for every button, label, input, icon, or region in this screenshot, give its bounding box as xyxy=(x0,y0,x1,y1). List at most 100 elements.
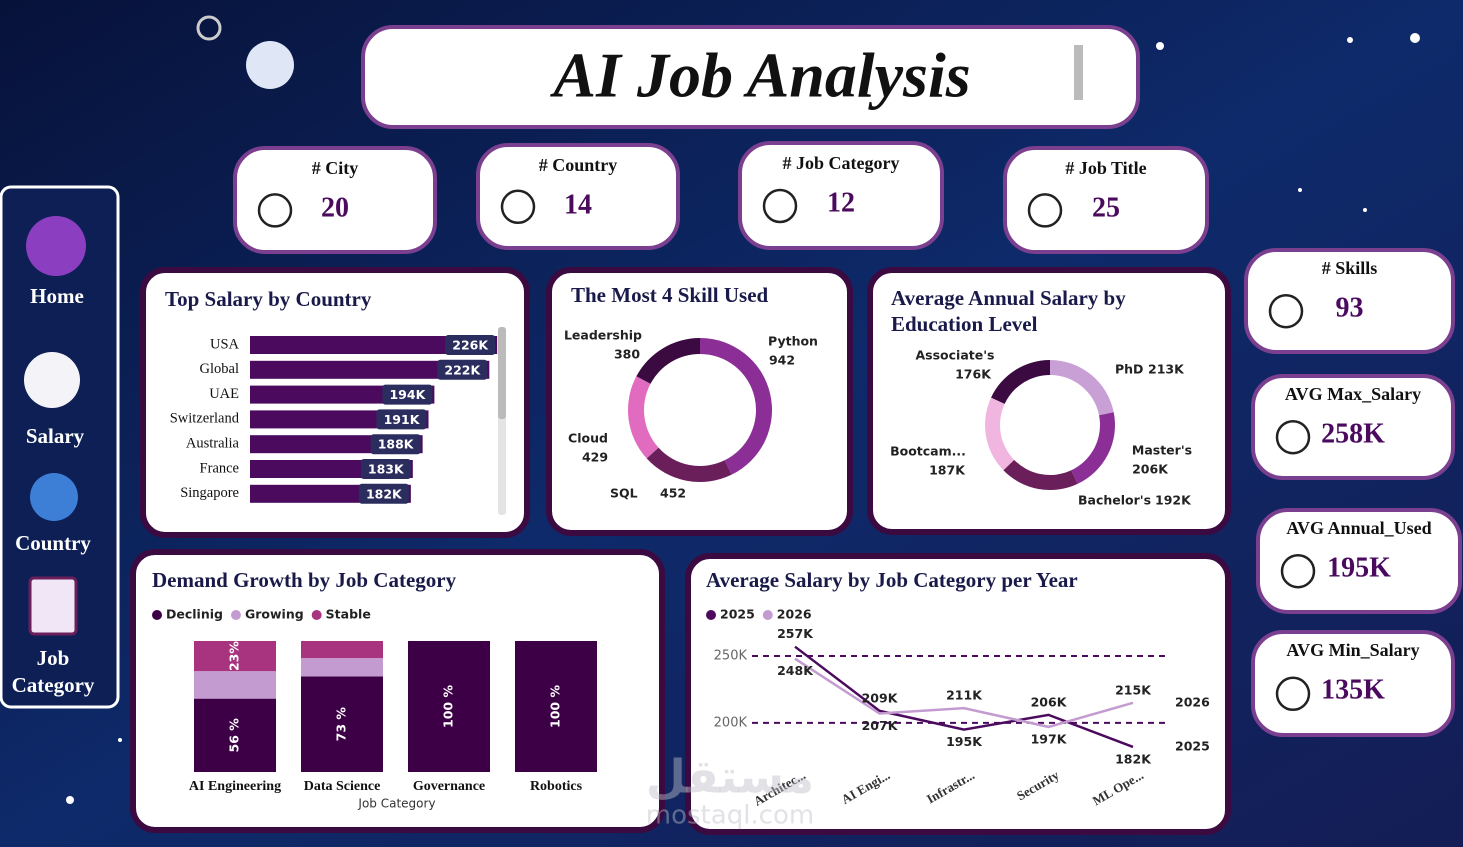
segment-value: 176K xyxy=(955,367,992,382)
donut-segment xyxy=(1003,459,1078,490)
kpi-card xyxy=(1244,248,1455,354)
bar xyxy=(250,336,498,354)
bar-segment xyxy=(194,698,276,772)
bar-segment xyxy=(194,641,276,672)
value-badge xyxy=(445,335,496,355)
donut-segment xyxy=(628,376,659,459)
nav-label[interactable]: Home xyxy=(30,284,84,308)
kpi-card xyxy=(1003,146,1209,254)
segment-value: 187K xyxy=(929,463,966,478)
legend-swatch xyxy=(762,610,773,620)
segment-label: Associate's xyxy=(916,348,995,363)
kpi-icon xyxy=(1027,193,1063,228)
data-label: 197K xyxy=(1031,731,1068,746)
value-label: 182K xyxy=(366,486,403,501)
segment-label: Master's xyxy=(1132,443,1192,458)
robot-icon xyxy=(246,41,294,89)
kpi-value: 93 xyxy=(1336,292,1364,323)
kpi-value: 14 xyxy=(564,189,592,220)
salary-icon[interactable] xyxy=(24,352,80,408)
kpi-label: AVG Annual_Used xyxy=(1286,518,1431,538)
bar-segment xyxy=(301,658,383,677)
kpi-value: 195K xyxy=(1327,552,1391,583)
segment-label: 56 % xyxy=(227,718,242,753)
donut-segment xyxy=(700,338,772,475)
category-label: Singapore xyxy=(180,485,239,501)
legend-label: Growing xyxy=(245,607,304,622)
country-icon[interactable] xyxy=(30,473,78,521)
panel-title: Average Salary by Job Category per Year xyxy=(706,568,1078,592)
data-label: 195K xyxy=(946,734,983,749)
scroll-thumb xyxy=(498,327,506,419)
legend-label: 2025 xyxy=(720,607,755,622)
x-tick-label: Data Science xyxy=(304,779,381,794)
watermark: mostaql.com xyxy=(646,801,814,831)
data-label: 215K xyxy=(1115,682,1152,697)
x-tick-label: Robotics xyxy=(530,779,583,794)
segment-label: 23% xyxy=(227,641,242,671)
watermark: مستقل xyxy=(646,750,814,804)
nav-label[interactable]: Job Category xyxy=(11,646,95,697)
legend-swatch xyxy=(706,610,716,620)
x-tick-label: Governance xyxy=(413,779,485,794)
panel-title: The Most 4 Skill Used xyxy=(571,283,769,307)
bar xyxy=(250,360,490,379)
home-icon[interactable] xyxy=(26,216,86,276)
job-icon[interactable] xyxy=(28,576,78,636)
value-badge xyxy=(437,359,488,380)
kpi-value: 135K xyxy=(1321,674,1385,705)
segment-label: Bootcam... xyxy=(890,444,966,459)
value-badge xyxy=(376,409,427,430)
kpi-value: 12 xyxy=(827,187,855,218)
legend-label: 2026 xyxy=(777,607,812,622)
kpi-label: # Country xyxy=(539,155,618,175)
value-label: 183K xyxy=(368,462,405,477)
donut-segment xyxy=(985,397,1015,471)
kpi-icon xyxy=(1280,553,1316,589)
logo-icon xyxy=(196,15,222,41)
kpi-label: # Skills xyxy=(1322,258,1378,278)
title-box xyxy=(361,25,1140,129)
nav-label[interactable]: Salary xyxy=(25,424,85,448)
legend-swatch xyxy=(230,610,241,620)
kpi-label: # Job Category xyxy=(783,153,900,173)
data-label: 206K xyxy=(1031,694,1068,709)
kpi-value: 25 xyxy=(1092,192,1120,223)
segment-value: 942 xyxy=(769,353,795,368)
y-tick-label: 200K xyxy=(714,715,748,730)
kpi-icon xyxy=(1275,419,1311,455)
kpi-card xyxy=(233,146,437,254)
bar-segment xyxy=(515,641,597,772)
nav-label[interactable]: Country xyxy=(15,531,91,555)
kpi-label: AVG Min_Salary xyxy=(1286,640,1419,660)
segment-label: 100 % xyxy=(548,685,563,728)
kpi-label: # Job Title xyxy=(1065,158,1146,178)
kpi-card xyxy=(476,143,680,250)
panel-title: Demand Growth by Job Category xyxy=(152,568,457,592)
kpi-label: AVG Max_Salary xyxy=(1285,384,1421,404)
segment-value: 206K xyxy=(1132,462,1169,477)
kpi-card xyxy=(1256,508,1462,614)
segment-label: Bachelor's xyxy=(1078,493,1151,508)
segment-value: 429 xyxy=(582,450,608,465)
category-label: Australia xyxy=(186,436,240,452)
data-label: 257K xyxy=(777,626,814,641)
kpi-icon xyxy=(500,189,536,225)
data-label: 248K xyxy=(777,663,814,678)
bar-segment xyxy=(194,671,276,699)
legend-swatch xyxy=(311,610,322,620)
kpi-icon xyxy=(257,193,293,228)
segment-label: SQL xyxy=(610,486,638,501)
y-tick-label: 250K xyxy=(714,649,748,664)
segment-label: Cloud xyxy=(568,431,608,446)
kpi-value: 258K xyxy=(1321,418,1385,449)
segment-value: 380 xyxy=(614,347,640,362)
kpi-icon xyxy=(1268,293,1304,329)
x-tick-label: AI Engineering xyxy=(189,779,281,794)
value-badge xyxy=(370,434,421,455)
category-label: France xyxy=(200,460,239,476)
segment-label: Leadership xyxy=(564,328,642,343)
value-badge xyxy=(358,483,409,504)
data-label: 211K xyxy=(946,688,983,703)
